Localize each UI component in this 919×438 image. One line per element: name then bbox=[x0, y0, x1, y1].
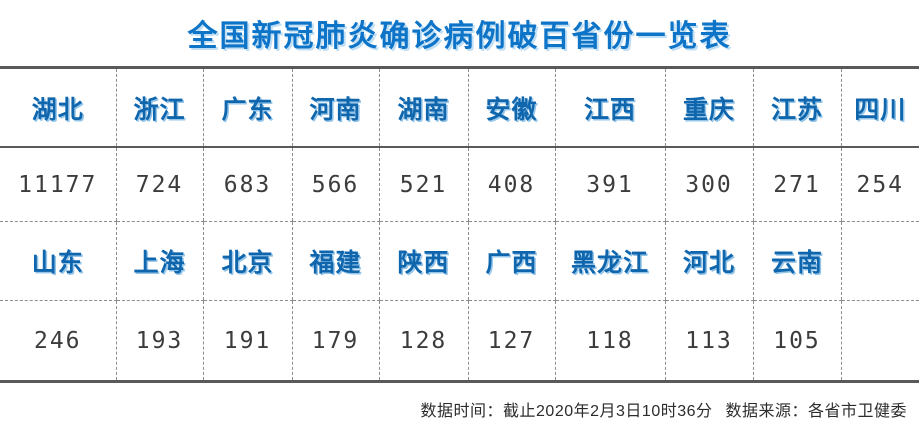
province-header-cell: 湖南 bbox=[378, 67, 468, 148]
province-header-cell: 山东 bbox=[0, 221, 116, 301]
province-header-cell: 黑龙江 bbox=[554, 221, 665, 301]
case-count-cell: 179 bbox=[291, 300, 379, 382]
table-row-provinces-1: 湖北 浙江 广东 河南 湖南 安徽 江西 重庆 江苏 四川 bbox=[0, 67, 919, 148]
case-count-cell: 191 bbox=[202, 300, 292, 382]
case-count-cell: 391 bbox=[554, 147, 665, 222]
province-header-cell: 广东 bbox=[202, 67, 292, 148]
data-time-label: 数据时间：截止2020年2月3日10时36分 bbox=[420, 403, 713, 420]
province-header-cell: 河北 bbox=[664, 221, 753, 301]
province-header-cell: 上海 bbox=[115, 221, 203, 301]
province-header-cell: 四川 bbox=[840, 67, 919, 148]
province-header-cell: 福建 bbox=[291, 221, 379, 301]
province-header-cell: 重庆 bbox=[664, 67, 753, 148]
case-count-cell: 128 bbox=[378, 300, 468, 382]
case-count-cell: 118 bbox=[554, 300, 665, 382]
province-header-cell: 广西 bbox=[467, 221, 555, 301]
case-count-cell: 566 bbox=[291, 147, 379, 222]
case-count-cell: 246 bbox=[33, 327, 82, 354]
footer-note: 数据时间：截止2020年2月3日10时36分 数据来源：各省市卫健委 bbox=[413, 397, 907, 421]
case-count-cell: 254 bbox=[840, 147, 919, 222]
case-count-cell-empty bbox=[840, 300, 919, 382]
case-count-cell: 105 bbox=[752, 300, 841, 382]
page-title: 全国新冠肺炎确诊病例破百省份一览表 bbox=[187, 20, 732, 53]
province-header-cell: 云南 bbox=[752, 221, 841, 301]
province-header-cell: 北京 bbox=[202, 221, 292, 301]
case-count-cell: 521 bbox=[378, 147, 468, 222]
province-case-table: 湖北 浙江 广东 河南 湖南 安徽 江西 重庆 江苏 四川 11177 724 … bbox=[0, 66, 919, 383]
case-count-cell: 193 bbox=[115, 300, 203, 382]
table-row-values-2: 246 193 191 179 128 127 118 113 105 bbox=[0, 300, 919, 382]
province-header-cell-empty bbox=[840, 221, 919, 301]
province-header-cell: 陕西 bbox=[378, 221, 468, 301]
province-header-cell: 江苏 bbox=[752, 67, 841, 148]
case-count-cell: 113 bbox=[664, 300, 753, 382]
province-header-cell: 江西 bbox=[554, 67, 665, 148]
case-count-cell: 408 bbox=[467, 147, 555, 222]
case-count-cell: 724 bbox=[115, 147, 203, 222]
title-bar: 全国新冠肺炎确诊病例破百省份一览表 bbox=[0, 0, 919, 66]
case-count-cell: 127 bbox=[467, 300, 555, 382]
table-row-provinces-2: 山东 上海 北京 福建 陕西 广西 黑龙江 河北 云南 bbox=[0, 221, 919, 301]
province-header-cell: 河南 bbox=[291, 67, 379, 148]
case-count-cell: 271 bbox=[752, 147, 841, 222]
case-count-cell: 300 bbox=[664, 147, 753, 222]
case-count-cell: 11177 bbox=[0, 147, 116, 222]
province-header-cell: 浙江 bbox=[115, 67, 203, 148]
province-header-cell: 安徽 bbox=[467, 67, 555, 148]
table-row-values-1: 11177 724 683 566 521 408 391 300 271 25… bbox=[0, 147, 919, 222]
case-count-cell: 683 bbox=[202, 147, 292, 222]
province-header-cell: 湖北 bbox=[0, 67, 116, 148]
data-source-label: 数据来源：各省市卫健委 bbox=[725, 403, 907, 420]
